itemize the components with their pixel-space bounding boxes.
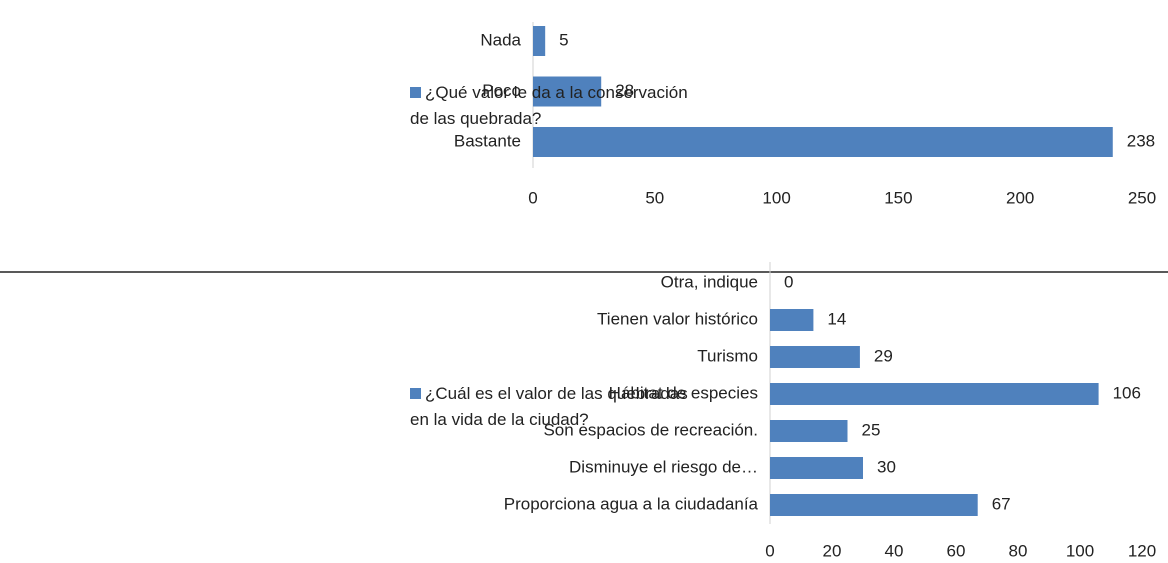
bar	[770, 383, 1099, 405]
x-tick-label: 20	[823, 541, 842, 560]
data-label: 0	[784, 272, 793, 291]
y-tick-label: Proporciona agua a la ciudadanía	[504, 494, 759, 513]
data-label: 67	[992, 494, 1011, 513]
x-tick-label: 0	[528, 188, 537, 207]
bar	[533, 76, 602, 107]
x-tick-label: 0	[765, 541, 774, 560]
y-tick-label: Son espacios de recreación.	[543, 420, 758, 439]
data-label: 25	[862, 420, 881, 439]
y-tick-label: Hábitat de especies	[609, 383, 758, 402]
bar	[770, 346, 860, 368]
x-tick-label: 50	[645, 188, 664, 207]
bar	[770, 420, 848, 442]
legend-swatch	[410, 388, 421, 399]
data-label: 30	[877, 457, 896, 476]
bar	[770, 309, 814, 331]
bar	[533, 26, 546, 56]
data-label: 14	[827, 309, 846, 328]
bar	[533, 127, 1113, 157]
x-tick-label: 80	[1009, 541, 1028, 560]
y-tick-label: Poco	[482, 81, 521, 100]
x-tick-label: 60	[947, 541, 966, 560]
legend-swatch	[410, 87, 421, 98]
y-tick-label: Otra, indique	[661, 272, 758, 291]
x-tick-label: 250	[1128, 188, 1156, 207]
x-tick-label: 40	[885, 541, 904, 560]
y-tick-label: Disminuye el riesgo de…	[569, 457, 758, 476]
x-tick-label: 100	[1066, 541, 1094, 560]
legend-label: ¿Cuál es el valor de las quebradas en la…	[410, 384, 688, 429]
y-tick-label: Nada	[480, 30, 521, 49]
x-tick-label: 200	[1006, 188, 1034, 207]
x-tick-label: 100	[762, 188, 790, 207]
y-tick-label: Bastante	[454, 131, 521, 150]
legend: ¿Qué valor le da a la conservación de la…	[410, 80, 700, 132]
y-tick-label: Turismo	[697, 346, 758, 365]
data-label: 29	[874, 346, 893, 365]
y-tick-label: Tienen valor histórico	[597, 309, 758, 328]
bar	[770, 494, 978, 516]
x-tick-label: 120	[1128, 541, 1156, 560]
legend-label: ¿Qué valor le da a la conservación de la…	[410, 83, 688, 128]
bar	[770, 457, 863, 479]
data-label: 106	[1113, 383, 1141, 402]
legend: ¿Cuál es el valor de las quebradas en la…	[410, 381, 700, 433]
data-label: 238	[1127, 131, 1155, 150]
data-label: 5	[559, 30, 568, 49]
data-label: 28	[615, 81, 634, 100]
x-tick-label: 150	[884, 188, 912, 207]
